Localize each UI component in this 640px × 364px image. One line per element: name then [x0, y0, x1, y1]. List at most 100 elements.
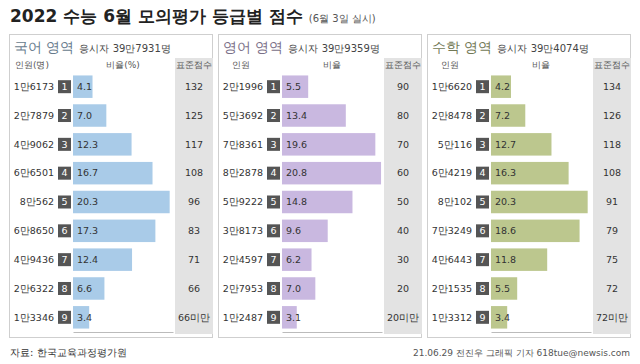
grade-box — [476, 167, 489, 180]
bars — [491, 75, 588, 328]
data-label: 17.3 — [77, 225, 98, 236]
grade-box — [476, 138, 489, 151]
column-header: 표준점수 — [176, 60, 212, 70]
count: 5만3692 — [223, 110, 263, 121]
data-label: 14.8 — [286, 196, 307, 207]
bar — [73, 191, 170, 213]
data-label: 5.5 — [495, 283, 510, 294]
grade-label: 5 — [270, 196, 276, 207]
grade-box — [476, 196, 489, 209]
panel-title: 영어 영역 — [223, 39, 283, 55]
score: 79 — [606, 225, 618, 236]
grade-label: 6 — [61, 225, 67, 236]
credit: 21.06.29 전진우 그래픽 기자 618tue@newsis.com — [413, 348, 630, 358]
score-column-bg — [384, 58, 422, 334]
grade-box — [476, 80, 489, 93]
grade-label: 2 — [270, 110, 276, 121]
score: 66미만 — [178, 312, 210, 323]
grade-label: 2 — [479, 110, 485, 121]
data-label: 3.4 — [77, 312, 92, 323]
data-label: 20.3 — [77, 196, 98, 207]
axis-line — [283, 332, 383, 333]
count: 6만6501 — [14, 167, 54, 178]
grade-box — [58, 167, 71, 180]
grade-label: 1 — [61, 81, 67, 92]
panel-title: 수학 영역 — [432, 39, 492, 55]
bar — [73, 133, 132, 155]
grade-label: 7 — [61, 254, 67, 265]
data-label: 16.3 — [495, 167, 516, 178]
source: 자료: 한국교육과정평가원 — [10, 347, 127, 358]
bar — [491, 220, 580, 242]
bar — [73, 277, 104, 299]
score: 60 — [397, 167, 409, 178]
bar — [73, 104, 106, 126]
bar — [282, 162, 381, 184]
grade-label: 8 — [270, 283, 276, 294]
grade-box — [267, 80, 280, 93]
grade-label: 4 — [61, 167, 67, 178]
column-header: 비율 — [532, 60, 550, 70]
score: 30 — [397, 254, 409, 265]
panel-frame — [219, 35, 422, 338]
data-label: 9.6 — [286, 225, 301, 236]
grade-label: 4 — [270, 167, 276, 178]
score-column-bg — [175, 58, 213, 334]
title: 2022 수능 6월 모의평가 등급별 점수 — [10, 6, 303, 26]
data-label: 3.1 — [286, 312, 301, 323]
score: 125 — [185, 110, 203, 121]
data-label: 3.4 — [495, 312, 510, 323]
grade-box — [58, 224, 71, 237]
data-label: 6.2 — [286, 254, 301, 265]
axis-line — [492, 332, 592, 333]
grade-label: 1 — [479, 81, 485, 92]
count: 2만7953 — [223, 283, 263, 294]
grade-box — [267, 282, 280, 295]
count: 5만9222 — [223, 196, 263, 207]
grade-label: 4 — [479, 167, 485, 178]
data-label: 7.0 — [286, 283, 301, 294]
grade-label: 2 — [61, 110, 67, 121]
score: 90 — [397, 81, 409, 92]
grade-box — [267, 253, 280, 266]
score-column-bg — [593, 58, 631, 334]
count: 5만116 — [438, 139, 472, 150]
count: 7만3249 — [432, 225, 472, 236]
count: 2만1996 — [223, 81, 263, 92]
bar — [282, 75, 308, 97]
grade-label: 6 — [270, 225, 276, 236]
bar — [282, 133, 375, 155]
score: 66 — [188, 283, 200, 294]
data-label: 12.4 — [77, 254, 98, 265]
subtitle: (6월 3일 실시) — [309, 13, 376, 24]
count: 8만102 — [438, 196, 472, 207]
count: 1만3312 — [432, 312, 472, 323]
bars — [73, 75, 170, 328]
grade-box — [58, 253, 71, 266]
bar — [491, 162, 569, 184]
grade-box — [267, 167, 280, 180]
count: 2만8478 — [432, 110, 472, 121]
grade-box — [476, 282, 489, 295]
grade-box — [58, 282, 71, 295]
score: 72미만 — [596, 312, 628, 323]
data-label: 12.7 — [495, 139, 516, 150]
count: 8만2878 — [223, 167, 263, 178]
count: 1만2487 — [223, 312, 263, 323]
count: 2만1535 — [432, 283, 472, 294]
bar — [73, 248, 132, 270]
bar — [282, 220, 328, 242]
panel-subtitle: 응시자 39만9359명 — [288, 43, 379, 54]
count: 1만6173 — [14, 81, 54, 92]
score: 83 — [188, 225, 200, 236]
grade-label: 3 — [479, 139, 485, 150]
column-header: 표준점수 — [385, 60, 421, 70]
grade-box — [267, 109, 280, 122]
data-label: 19.6 — [286, 139, 307, 150]
grade-box — [58, 196, 71, 209]
grade-label: 9 — [270, 312, 276, 323]
data-label: 12.3 — [77, 139, 98, 150]
grade-box — [267, 196, 280, 209]
bar — [282, 248, 312, 270]
grade-label: 5 — [479, 196, 485, 207]
